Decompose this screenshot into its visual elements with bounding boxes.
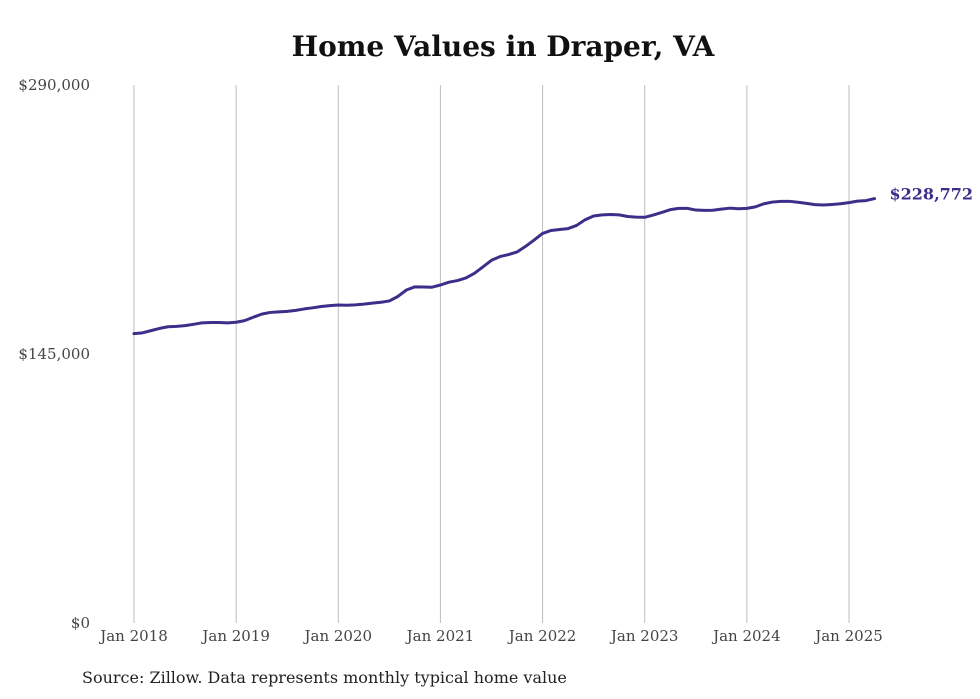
y-axis-labels: $0 $145,000 $290,000	[18, 76, 90, 632]
y-tick-label: $145,000	[18, 345, 90, 363]
y-tick-label: $290,000	[18, 76, 90, 94]
y-tick-label: $0	[71, 614, 90, 632]
x-tick-label: Jan 2018	[98, 627, 168, 645]
series-line	[132, 197, 877, 336]
x-tick-label: Jan 2020	[303, 627, 373, 645]
grid-layer	[133, 85, 850, 623]
series-layer	[132, 197, 877, 336]
x-tick-label: Jan 2021	[405, 627, 475, 645]
source-note: Source: Zillow. Data represents monthly …	[82, 668, 567, 687]
x-tick-label: Jan 2025	[813, 627, 883, 645]
x-tick-label: Jan 2023	[609, 627, 679, 645]
x-tick-label: Jan 2019	[200, 627, 270, 645]
x-tick-label: Jan 2022	[507, 627, 577, 645]
end-value-label: $228,772	[890, 185, 974, 204]
chart-title: Home Values in Draper, VA	[291, 30, 715, 63]
x-axis-labels: Jan 2018 Jan 2019 Jan 2020 Jan 2021 Jan 2022…	[98, 627, 883, 645]
x-tick-label: Jan 2024	[711, 627, 781, 645]
